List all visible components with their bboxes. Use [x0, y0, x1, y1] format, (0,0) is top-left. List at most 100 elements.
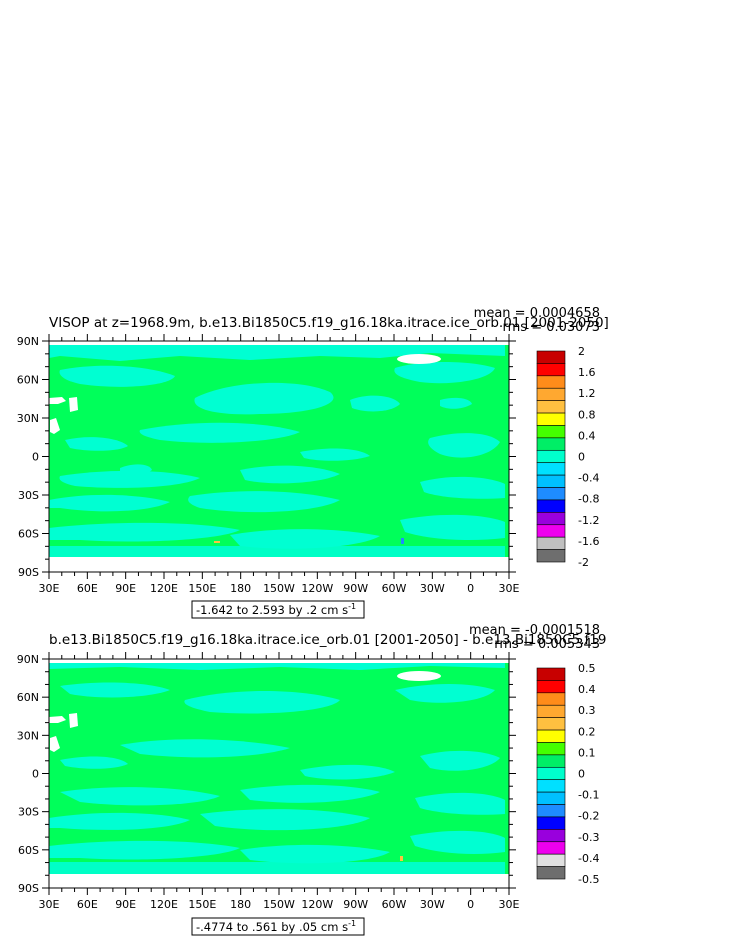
panel-1-map — [49, 341, 509, 572]
panel-2-north-pole-land — [49, 659, 509, 663]
colorbar-swatch — [536, 804, 566, 818]
colorbar-label: -2 — [578, 556, 589, 569]
colorbar-swatch — [536, 499, 566, 513]
colorbar-label: 0 — [578, 451, 585, 464]
colorbar-swatch — [536, 363, 566, 377]
colorbar-swatch — [536, 791, 566, 805]
panel-1-rms: rms = 0.03073 — [503, 320, 600, 335]
x-tick-label: 150E — [188, 582, 216, 595]
panel-2-greenland — [397, 671, 441, 681]
colorbar-label: 0 — [578, 768, 585, 781]
colorbar-label: -0.8 — [578, 493, 599, 506]
colorbar-label: 0.8 — [578, 408, 596, 421]
panel-2-x-ticks: 30E 60E 90E 120E 150E 180 150W 120W 90W 60W 30W 0 30… — [39, 652, 520, 911]
colorbar-swatch — [536, 667, 566, 681]
colorbar-swatch — [536, 350, 566, 364]
x-tick-label: 150W — [263, 898, 295, 911]
panel-1-range-label: -1.642 to 2.593 by .2 cm s — [196, 603, 348, 617]
colorbar-label: 0.4 — [578, 683, 596, 696]
y-tick-label: 60N — [17, 374, 39, 387]
panel-2-y-ticks: 90N 60N 30N 0 30S 60S 90S — [17, 653, 516, 895]
panel-2-mean: mean = -0.0001518 — [469, 623, 600, 638]
y-tick-label: 90S — [18, 566, 39, 579]
x-tick-label: 120E — [150, 898, 178, 911]
y-tick-label: 30N — [17, 729, 39, 742]
panel-2-rms: rms = 0.005343 — [494, 637, 600, 652]
colorbar-swatch — [536, 524, 566, 538]
panel-2-positive-spot — [400, 856, 403, 861]
colorbar-label: -0.2 — [578, 810, 599, 823]
colorbar-label: -0.4 — [578, 852, 599, 865]
panel-1-north-pole-land — [49, 341, 509, 345]
x-tick-label: 60W — [382, 898, 407, 911]
colorbar-label: 1.6 — [578, 366, 596, 379]
y-tick-label: 90S — [18, 882, 39, 895]
colorbar-label: -1.6 — [578, 535, 599, 548]
x-tick-label: 90E — [115, 898, 136, 911]
colorbar-swatch — [536, 742, 566, 756]
colorbar-label: -0.4 — [578, 472, 599, 485]
panel-1-land — [49, 354, 441, 434]
colorbar-swatch — [536, 549, 566, 563]
x-tick-label: 90E — [115, 582, 136, 595]
colorbar-label: -0.1 — [578, 789, 599, 802]
x-tick-label: 30W — [420, 898, 445, 911]
colorbar-label: 0.1 — [578, 746, 596, 759]
svg-text:-1.642 to 2.593 by .2 cm s-1: -1.642 to 2.593 by .2 cm s-1 — [196, 602, 356, 617]
x-tick-label: 0 — [467, 582, 474, 595]
x-tick-label: 90W — [343, 582, 368, 595]
colorbar-label: -0.5 — [578, 873, 599, 886]
panel-1-range-box: -1.642 to 2.593 by .2 cm s-1 — [191, 600, 365, 619]
y-tick-label: 30S — [18, 489, 39, 502]
colorbar-label: 2 — [578, 345, 585, 358]
colorbar-swatch — [536, 680, 566, 694]
x-tick-label: 30E — [499, 582, 520, 595]
colorbar-swatch — [536, 449, 566, 464]
panel-2-map — [49, 659, 509, 888]
colorbar-label: 0.4 — [578, 429, 596, 442]
y-tick-label: 60N — [17, 691, 39, 704]
colorbar-label: -1.2 — [578, 514, 599, 527]
colorbar-label: 0.3 — [578, 704, 596, 717]
x-tick-label: 150E — [188, 898, 216, 911]
colorbar-swatch — [536, 766, 566, 781]
colorbar-swatch — [536, 487, 566, 501]
y-tick-label: 30N — [17, 412, 39, 425]
y-tick-label: 90N — [17, 653, 39, 666]
panel-2-antarctica — [49, 874, 509, 888]
colorbar-swatch — [536, 866, 566, 880]
panel-1-scandinavia — [49, 397, 66, 404]
colorbar-swatch — [536, 729, 566, 743]
colorbar-swatch — [536, 717, 566, 731]
colorbar-swatch — [536, 841, 566, 855]
x-tick-label: 120E — [150, 582, 178, 595]
panel-2-range-label: -.4774 to .561 by .05 cm s — [196, 920, 348, 934]
panel-2-scandinavia — [49, 716, 66, 723]
y-tick-label: 30S — [18, 806, 39, 819]
colorbar-label: 1.2 — [578, 387, 596, 400]
panel-1-x-ticks: 30E 60E 90E 120E 150E 180 150W 120W 90W 60W 30W 0 30… — [39, 334, 520, 595]
y-tick-label: 0 — [32, 451, 39, 464]
panel-1-range-unit-sup: -1 — [348, 602, 356, 611]
colorbar-label: -0.3 — [578, 831, 599, 844]
colorbar-swatch — [536, 425, 566, 439]
panel-1-mean: mean = 0.0004658 — [474, 306, 600, 321]
x-tick-label: 30E — [499, 898, 520, 911]
panel-1-y-ticks: 90N 60N 30N 0 30S 60S 90S — [17, 335, 516, 579]
colorbar-swatch — [536, 779, 566, 793]
x-tick-label: 60E — [77, 898, 98, 911]
panel-2-band-regions — [49, 663, 505, 874]
colorbar-swatch — [536, 692, 566, 706]
x-tick-label: 120W — [301, 898, 333, 911]
colorbar-swatch — [536, 512, 566, 526]
panel-2-range-unit-sup: -1 — [348, 919, 356, 928]
colorbar-swatch — [536, 412, 566, 426]
x-tick-label: 180 — [230, 582, 251, 595]
colorbar-swatch — [536, 754, 566, 768]
x-tick-label: 120W — [301, 582, 333, 595]
panel-1-greenland — [397, 354, 441, 364]
x-tick-label: 150W — [263, 582, 295, 595]
colorbar-swatch — [536, 704, 566, 718]
x-tick-label: 30E — [39, 582, 60, 595]
